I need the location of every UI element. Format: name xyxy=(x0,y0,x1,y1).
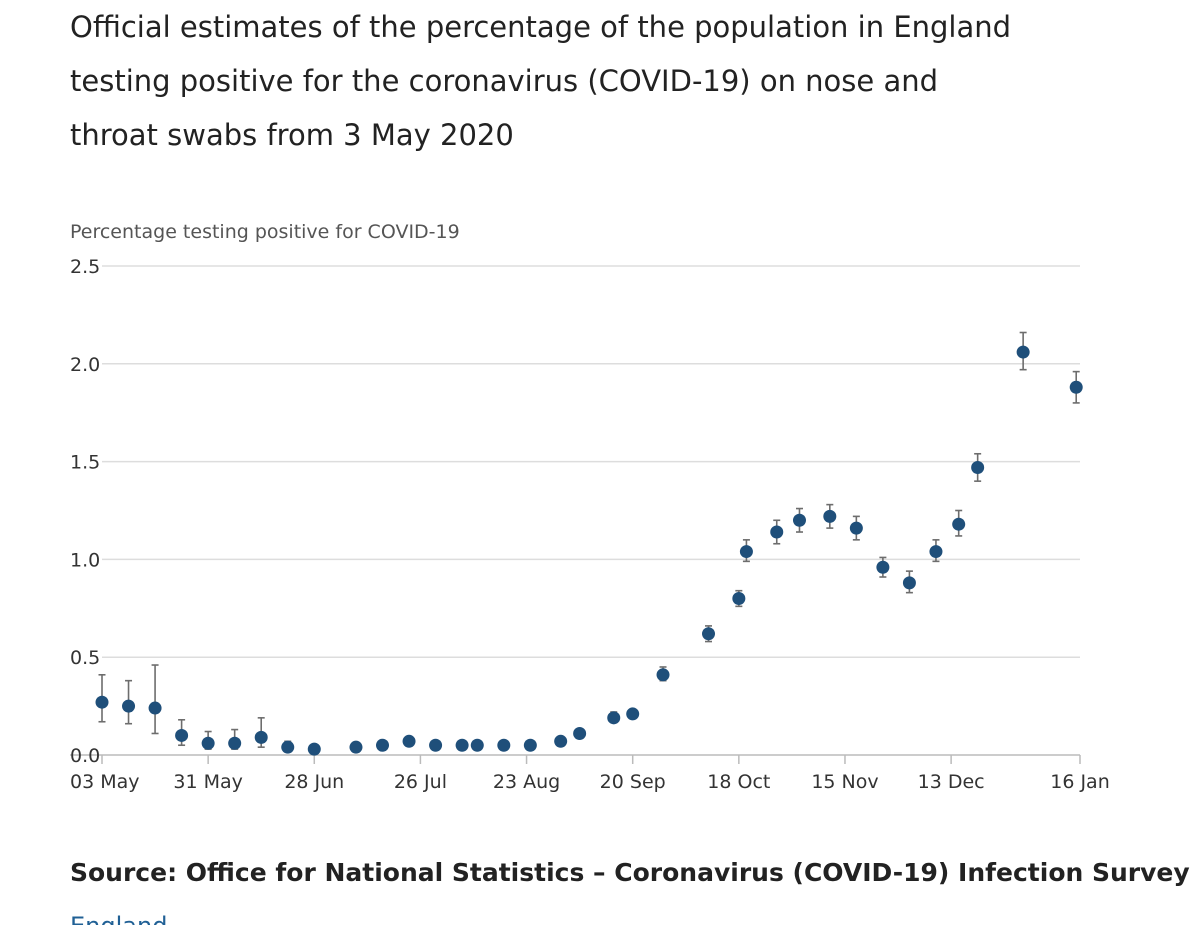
data-point-group xyxy=(455,738,469,752)
data-point-group xyxy=(254,717,268,748)
data-point-group xyxy=(201,730,215,750)
y-axis-ticks: 0.0 0.5 1.0 1.5 2.0 2.5 xyxy=(70,256,100,767)
x-axis-ticks: 03 May 31 May 28 Jun 26 Jul 23 Aug 20 Sep 18 O… xyxy=(70,755,1110,793)
data-point-group xyxy=(770,519,784,545)
data-point-group xyxy=(849,515,863,541)
data-point-group xyxy=(497,738,511,752)
data-point[interactable] xyxy=(732,592,746,606)
data-point[interactable] xyxy=(122,699,136,713)
data-point[interactable] xyxy=(573,726,587,740)
data-point[interactable] xyxy=(228,736,242,750)
data-point[interactable] xyxy=(175,728,189,742)
data-point[interactable] xyxy=(523,738,537,752)
x-tick-label: 16 Jan xyxy=(1050,771,1110,793)
data-point-group xyxy=(626,707,640,721)
data-point-group xyxy=(1069,370,1083,404)
data-point-group xyxy=(470,738,484,752)
data-point[interactable] xyxy=(376,738,390,752)
data-point-group xyxy=(573,726,587,740)
data-point[interactable] xyxy=(1016,345,1030,359)
data-point-group xyxy=(175,718,189,747)
data-point-group xyxy=(554,734,568,748)
data-point[interactable] xyxy=(952,517,966,531)
data-point[interactable] xyxy=(554,734,568,748)
x-tick-label: 15 Nov xyxy=(811,771,878,793)
data-point-group xyxy=(148,664,162,735)
data-point-group xyxy=(122,679,136,725)
data-point-group xyxy=(429,738,443,752)
data-point[interactable] xyxy=(607,711,621,725)
chart-title: Official estimates of the percentage of … xyxy=(70,10,1012,152)
data-point[interactable] xyxy=(971,460,985,474)
data-point[interactable] xyxy=(281,740,295,754)
scatter-chart: Percentage testing positive for COVID-19… xyxy=(70,221,1110,793)
data-point-group xyxy=(307,742,321,756)
data-point-group xyxy=(656,666,670,682)
data-point[interactable] xyxy=(823,509,837,523)
data-point[interactable] xyxy=(1069,380,1083,394)
x-tick-label: 26 Jul xyxy=(394,771,447,793)
x-tick-label: 20 Sep xyxy=(600,771,666,793)
data-point[interactable] xyxy=(876,560,890,574)
y-tick-label: 2.5 xyxy=(70,256,100,278)
y-tick-label: 1.0 xyxy=(70,549,100,571)
data-point-group xyxy=(523,738,537,752)
data-point-group xyxy=(607,711,621,725)
data-point[interactable] xyxy=(95,695,109,709)
data-point-group xyxy=(952,509,966,537)
data-point-group xyxy=(732,589,746,608)
x-tick-label: 03 May xyxy=(70,771,140,793)
source-note: Source: Office for National Statistics –… xyxy=(70,858,1190,887)
x-tick-label: 31 May xyxy=(173,771,243,793)
y-axis-label: Percentage testing positive for COVID-19 xyxy=(70,221,460,243)
data-point-group xyxy=(281,740,295,754)
data-point[interactable] xyxy=(702,627,716,641)
data-point[interactable] xyxy=(626,707,640,721)
data-point[interactable] xyxy=(402,734,416,748)
data-point-group xyxy=(376,738,390,752)
data-point[interactable] xyxy=(470,738,484,752)
data-point[interactable] xyxy=(455,738,469,752)
data-point-group xyxy=(902,570,916,594)
data-point[interactable] xyxy=(770,525,784,539)
data-point[interactable] xyxy=(739,545,753,559)
data-point-group xyxy=(228,728,242,750)
y-tick-label: 0.5 xyxy=(70,647,100,669)
data-point[interactable] xyxy=(349,740,363,754)
data-point[interactable] xyxy=(849,521,863,535)
data-point-group xyxy=(792,507,806,533)
data-point[interactable] xyxy=(148,701,162,715)
data-point-group xyxy=(876,556,890,578)
data-point[interactable] xyxy=(254,730,268,744)
data-point[interactable] xyxy=(497,738,511,752)
data-point[interactable] xyxy=(429,738,443,752)
data-point[interactable] xyxy=(307,742,321,756)
england-link[interactable]: England xyxy=(70,912,167,925)
data-point[interactable] xyxy=(792,513,806,527)
y-tick-label: 1.5 xyxy=(70,452,100,474)
x-tick-label: 13 Dec xyxy=(918,771,985,793)
data-point-group xyxy=(739,539,753,563)
data-point-group xyxy=(1016,331,1030,371)
y-tick-label: 0.0 xyxy=(70,745,100,767)
data-point-group xyxy=(823,503,837,529)
y-tick-label: 2.0 xyxy=(70,354,100,376)
data-point-group xyxy=(95,674,109,723)
x-tick-label: 23 Aug xyxy=(493,771,560,793)
data-point-group xyxy=(349,740,363,754)
x-tick-label: 28 Jun xyxy=(284,771,344,793)
data-point[interactable] xyxy=(929,545,943,559)
data-point[interactable] xyxy=(656,668,670,682)
data-point-group xyxy=(702,625,716,643)
data-point[interactable] xyxy=(201,736,215,750)
data-point-group xyxy=(402,734,416,748)
data-point-group xyxy=(929,539,943,563)
x-tick-label: 18 Oct xyxy=(707,771,770,793)
data-point-group xyxy=(971,452,985,482)
data-points xyxy=(95,331,1083,756)
gridlines xyxy=(102,265,1080,658)
data-point[interactable] xyxy=(902,576,916,590)
